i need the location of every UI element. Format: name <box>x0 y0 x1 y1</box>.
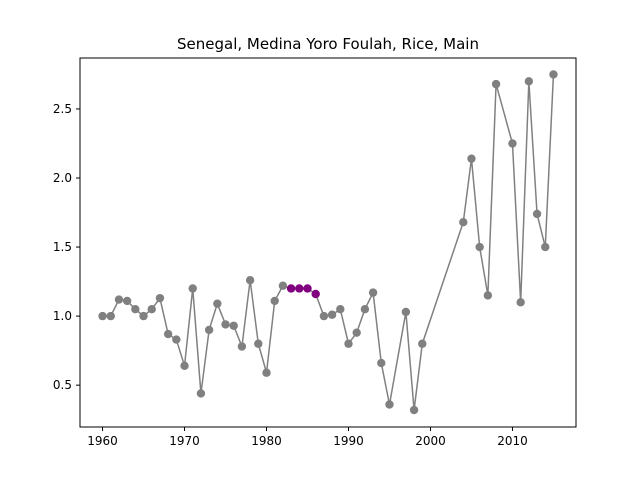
chart-title: Senegal, Medina Yoro Foulah, Rice, Main <box>177 35 479 53</box>
data-point <box>229 321 238 330</box>
y-tick-label: 2.0 <box>53 171 72 185</box>
data-point <box>106 311 115 321</box>
plot-area: 1960 1970 1980 1990 2000 2010 0.5 1.0 1.5 2.0 2.5 <box>53 70 558 448</box>
data-point <box>385 400 394 409</box>
data-point <box>172 335 181 344</box>
x-tick-label: 1980 <box>251 434 282 448</box>
data-point <box>155 293 165 303</box>
data-point <box>360 305 370 314</box>
data-point <box>352 328 361 337</box>
data-point <box>221 320 230 329</box>
y-tick-label: 1.0 <box>53 309 72 323</box>
x-tick-label: 1990 <box>333 434 364 448</box>
data-point <box>270 296 279 306</box>
data-point <box>368 288 378 297</box>
data-point <box>344 339 353 348</box>
axes-frame <box>79 57 577 428</box>
data-point <box>409 405 419 415</box>
highlighted-data-point <box>295 284 304 293</box>
data-point <box>237 342 247 351</box>
data-point <box>188 284 197 293</box>
data-point <box>377 358 386 368</box>
data-point <box>475 242 484 252</box>
data-point <box>516 298 525 307</box>
data-point <box>491 79 501 89</box>
data-point <box>524 77 534 86</box>
data-point <box>278 281 288 290</box>
highlighted-data-point <box>303 284 312 293</box>
data-point <box>483 291 493 300</box>
data-point <box>401 307 411 317</box>
x-tick-label: 1970 <box>169 434 200 448</box>
x-tick-label: 1960 <box>87 434 118 448</box>
data-point <box>180 361 189 371</box>
data-point <box>549 70 558 79</box>
data-point <box>245 276 255 285</box>
data-point <box>541 242 550 252</box>
data-point <box>532 209 542 219</box>
data-point <box>459 217 468 227</box>
data-point <box>467 154 476 163</box>
data-point <box>139 311 148 321</box>
data-point <box>163 329 173 339</box>
y-tick-label: 2.5 <box>53 102 72 116</box>
data-point <box>327 310 337 319</box>
data-point <box>319 311 329 321</box>
data-point <box>262 368 271 377</box>
data-point <box>147 305 156 314</box>
y-tick-label: 0.5 <box>53 378 72 392</box>
highlighted-data-point <box>286 284 296 293</box>
data-point <box>114 295 124 304</box>
x-tick-label: 2010 <box>497 434 528 448</box>
data-point <box>508 139 517 148</box>
data-point <box>418 339 427 348</box>
x-tick-label: 2000 <box>415 434 446 448</box>
data-point <box>98 311 107 321</box>
data-point <box>204 325 214 335</box>
data-point <box>122 296 132 306</box>
highlighted-data-point <box>311 289 320 299</box>
y-tick-label: 1.5 <box>53 240 72 254</box>
data-point <box>196 389 206 398</box>
data-point <box>213 299 222 308</box>
data-point <box>336 305 345 314</box>
data-point <box>131 305 140 314</box>
data-point <box>254 339 263 348</box>
